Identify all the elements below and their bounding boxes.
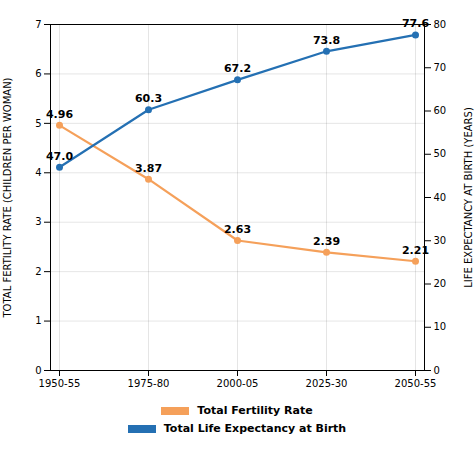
svg-text:2.39: 2.39 [313,235,340,248]
svg-text:6: 6 [35,68,41,79]
svg-text:70: 70 [434,62,447,73]
svg-text:2000-05: 2000-05 [217,378,259,389]
svg-text:4: 4 [35,167,41,178]
svg-text:7: 7 [35,19,41,30]
html-text:Total Life Expectancy at Birth: Total Life Expectancy at Birth [163,422,347,435]
svg-text:0: 0 [35,365,41,376]
svg-text:5: 5 [35,118,41,129]
svg-text:3.87: 3.87 [135,162,162,175]
svg-text:TOTAL FERTILITY RATE (CHILDREN: TOTAL FERTILITY RATE (CHILDREN PER WOMAN… [2,77,13,318]
svg-text:80: 80 [434,19,447,30]
svg-text:50: 50 [434,148,447,159]
svg-text:40: 40 [434,192,447,203]
html-text:Total Fertility Rate: Total Fertility Rate [197,404,313,417]
svg-text:10: 10 [434,321,447,332]
svg-text:LIFE EXPECTANCY AT BIRTH (YEAR: LIFE EXPECTANCY AT BIRTH (YEARS) [463,107,474,288]
svg-text:3: 3 [35,216,41,227]
svg-text:73.8: 73.8 [313,34,340,47]
svg-text:2025-30: 2025-30 [306,378,348,389]
svg-text:2.63: 2.63 [224,223,251,236]
svg-text:67.2: 67.2 [224,62,251,75]
svg-text:77.6: 77.6 [402,17,429,30]
svg-text:1950-55: 1950-55 [39,378,81,389]
svg-text:4.96: 4.96 [46,108,73,121]
svg-text:2050-55: 2050-55 [395,378,437,389]
svg-text:2: 2 [35,266,41,277]
svg-text:0: 0 [434,365,440,376]
svg-text:1: 1 [35,315,41,326]
svg-text:60: 60 [434,105,447,116]
svg-text:60.3: 60.3 [135,92,162,105]
svg-text:2.21: 2.21 [402,244,429,257]
svg-text:30: 30 [434,235,447,246]
svg-text:1975-80: 1975-80 [128,378,170,389]
svg-text:47.0: 47.0 [46,150,73,163]
svg-text:20: 20 [434,278,447,289]
